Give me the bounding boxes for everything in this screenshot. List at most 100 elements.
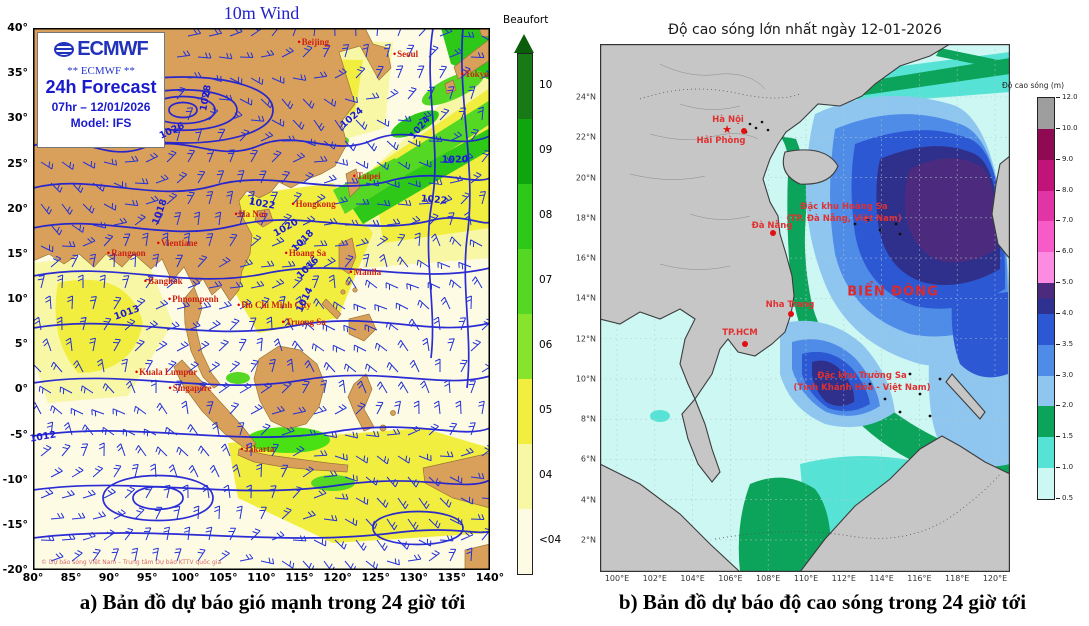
wave-label: TP.HCM: [722, 328, 758, 338]
city-dot-marker: [788, 311, 794, 317]
wave-colorbar-ticklabel: 6.0: [1062, 247, 1074, 256]
wind-xtick: 95°: [136, 571, 158, 584]
wind-ytick: 10°: [7, 292, 28, 306]
wind-xtick: 130°: [399, 571, 429, 584]
wave-colorbar-ticklabel: 7.0: [1062, 216, 1074, 225]
wave-colorbar-tickmark: [1056, 436, 1060, 438]
wave-ytick: 8°N: [580, 414, 596, 424]
wave-ytick: 12°N: [575, 334, 596, 344]
wave-colorbar-band: [1038, 128, 1054, 160]
beaufort-band: [518, 249, 532, 314]
wave-colorbar-tickmark: [1056, 343, 1060, 345]
wind-xtick: 90°: [98, 571, 120, 584]
city-label: Kuala Lumpur: [135, 367, 197, 377]
city-label: Truong Sa: [281, 317, 326, 327]
ecmwf-logo-icon: [54, 41, 75, 57]
beaufort-band: [518, 314, 532, 379]
city-label: Ho Chi Minh City: [237, 300, 311, 310]
city-label: Hongkong: [291, 199, 336, 209]
wind-ytick: 30°: [7, 111, 28, 125]
beaufort-colorbar: Beaufort 10 09 08 07 06 05 04 <04: [497, 10, 589, 590]
wind-ytick: 15°: [7, 246, 28, 260]
wave-colorbar-ticklabel: 0.5: [1062, 494, 1074, 502]
beaufort-band: [518, 379, 532, 444]
wave-colorbar-tickmark: [1056, 97, 1060, 98]
beaufort-band: [518, 444, 532, 509]
wave-colorbar-tickmark: [1056, 127, 1060, 129]
wave-colorbar-band: [1038, 98, 1054, 129]
wave-label: Hà Nội: [712, 115, 744, 125]
wind-xtick: 135°: [437, 571, 467, 584]
wave-x-axis: 100°E 102°E 104°E 106°E 108°E 110°E 112°E 114°E…: [600, 574, 1010, 588]
wave-colorbar-band: [1038, 283, 1054, 314]
wave-colorbar-ticklabel: 4.0: [1062, 308, 1074, 317]
beaufort-band-label: 08: [539, 209, 553, 221]
city-label: Ha Noi: [234, 209, 266, 219]
wave-colorbar-ticklabel: 12.0: [1062, 93, 1078, 101]
wave-colorbar-band: [1038, 252, 1054, 284]
wind-ytick: -15°: [2, 517, 28, 531]
wind-xtick: 125°: [361, 571, 390, 584]
wind-xtick: 115°: [285, 571, 314, 584]
wind-ytick: 40°: [7, 21, 28, 34]
wind-map: ECMWF ** ECMWF ** 24h Forecast 07hr – 12…: [29, 28, 490, 570]
wave-label: Nha Trang: [765, 300, 815, 310]
city-label: Beijing: [297, 37, 330, 47]
wave-colorbar-tickmark: [1056, 374, 1060, 376]
wave-colorbar-ticklabel: 8.0: [1062, 185, 1074, 194]
wave-colorbar-bar: [1037, 97, 1055, 500]
wave-xtick: 118°E: [945, 574, 970, 583]
info-ecmwf-line: ** ECMWF **: [67, 65, 135, 77]
wave-colorbar-ticklabel: 3.5: [1062, 339, 1074, 348]
city-label: Vientiane: [157, 238, 198, 248]
wave-colorbar-ticklabel: 3.0: [1062, 370, 1074, 379]
wave-colorbar-ticklabel: 5.0: [1062, 278, 1074, 287]
wave-ytick: 16°N: [575, 253, 596, 263]
caption-a: a) Bản đồ dự báo gió mạnh trong 24 giờ t…: [79, 590, 466, 614]
wave-label: (TP. Đà Nẵng, Việt Nam): [786, 214, 902, 224]
wave-colorbar-tickmark: [1056, 220, 1060, 222]
city-label: Taipei: [353, 171, 381, 181]
ecmwf-info-box: ECMWF ** ECMWF ** 24h Forecast 07hr – 12…: [37, 32, 165, 148]
city-dot-marker: [742, 341, 748, 347]
wave-colorbar-ticklabel: 2.0: [1062, 401, 1074, 410]
wave-y-axis: 24°N 22°N 20°N 18°N 16°N 14°N 12°N 10°N 8°N 6°N 4°…: [568, 44, 598, 572]
wind-map-title: 10m Wind: [223, 3, 300, 23]
wind-xtick: 80°: [22, 571, 44, 584]
wind-ytick: 5°: [14, 337, 28, 351]
city-label: Bangkok: [144, 276, 183, 286]
wind-ytick: -20°: [2, 563, 28, 577]
beaufort-arrow-icon: [514, 34, 534, 53]
beaufort-band-label: 10: [539, 79, 553, 91]
wave-xtick: 116°E: [907, 574, 932, 583]
wave-colorbar-band: [1038, 190, 1054, 222]
wind-ytick: 20°: [7, 201, 28, 215]
wave-xtick: 108°E: [756, 574, 781, 583]
wind-ytick: -5°: [10, 427, 28, 441]
ecmwf-logo-text: ECMWF: [77, 37, 149, 60]
wind-x-axis: 80° 85° 90° 95° 100° 105° 110° 115° 120° 125° 130°…: [23, 571, 505, 587]
wind-map-watermark: © Dự báo sóng Việt Nam – Trung tâm Dự bá…: [41, 559, 222, 566]
wave-colorbar-band: [1038, 313, 1054, 345]
wave-ytick: 22°N: [575, 132, 596, 142]
wave-colorbar-band: [1038, 344, 1054, 376]
wave-label: Đà Nẵng: [751, 221, 793, 231]
info-model-line: Model: IFS: [70, 116, 132, 130]
wave-label: (Tỉnh Khánh Hòa - Việt Nam): [793, 383, 931, 393]
city-label: Phnompenh: [168, 294, 219, 304]
city-label: Tokyo: [461, 69, 489, 79]
info-forecast-line: 24h Forecast: [45, 77, 157, 97]
wind-ytick: 35°: [7, 66, 28, 80]
wave-colorbar-tickmark: [1056, 282, 1060, 284]
wave-xtick: 114°E: [869, 574, 894, 583]
city-star-marker: ★: [722, 122, 732, 136]
wind-xtick: 105°: [209, 571, 238, 584]
wave-colorbar-band: [1038, 221, 1054, 253]
wave-map-title: Độ cao sóng lớn nhất ngày 12-01-2026: [668, 22, 942, 38]
wave-colorbar-title: Độ cao sóng (m): [1002, 81, 1065, 90]
wave-ytick: 18°N: [575, 213, 596, 223]
wave-colorbar-ticklabel: 1.5: [1062, 432, 1074, 441]
wind-ytick: 0°: [14, 382, 28, 396]
wave-xtick: 102°E: [642, 574, 667, 583]
